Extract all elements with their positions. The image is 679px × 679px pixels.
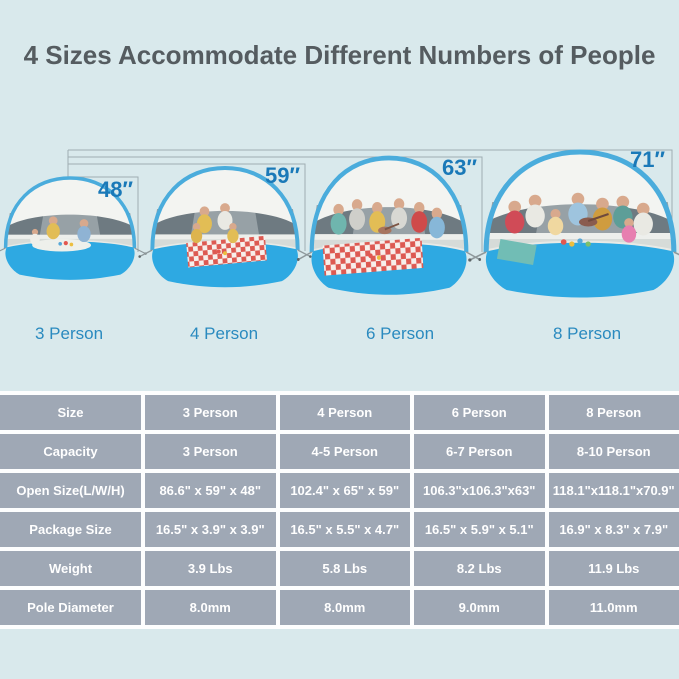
spec-cell: 3 Person [145, 434, 276, 469]
dimension-line-59 [68, 163, 306, 251]
height-label-48: 48″ [98, 177, 133, 202]
spec-row-header: Weight [0, 551, 141, 586]
spec-cell: 6 Person [414, 395, 545, 430]
spec-row-header: Pole Diameter [0, 590, 141, 625]
people-illustration [186, 203, 267, 268]
spec-cell: 8.2 Lbs [414, 551, 545, 586]
spec-cell: 8 Person [548, 395, 679, 430]
spec-cell: 11.9 Lbs [548, 551, 679, 586]
size-comparison-illustration: 48″ 59″ 63″ 71″ [0, 147, 679, 299]
spec-table: Size 3 Person 4 Person 6 Person 8 Person… [0, 391, 679, 629]
spec-cell: 6-7 Person [414, 434, 545, 469]
spec-cell: 106.3"x106.3"x63" [414, 473, 545, 508]
person-label-4: 4 Person [189, 324, 259, 343]
picnic-blanket [322, 237, 424, 276]
spec-cell: 4 Person [279, 395, 410, 430]
tent-4-person [138, 168, 311, 289]
spec-row-header: Capacity [0, 434, 141, 469]
spec-cell: 4-5 Person [279, 434, 410, 469]
tent-6-person [297, 158, 481, 296]
spec-cell: 16.5" x 5.5" x 4.7" [279, 512, 410, 547]
person-label-6: 6 Person [365, 324, 435, 343]
dimension-line-48 [68, 176, 139, 252]
dimension-line-63 [68, 156, 483, 252]
person-label-8: 8 Person [552, 324, 622, 343]
spec-cell: 8-10 Person [548, 434, 679, 469]
height-label-59: 59″ [265, 163, 300, 188]
spec-cell: 5.8 Lbs [279, 551, 410, 586]
height-label-63: 63″ [442, 155, 477, 180]
spec-cell: 8.0mm [145, 590, 276, 625]
spec-cell: 8.0mm [279, 590, 410, 625]
tent-3-person [0, 176, 149, 281]
page-title: 4 Sizes Accommodate Different Numbers of… [23, 40, 656, 70]
spec-cell: 102.4" x 65" x 59" [279, 473, 410, 508]
spec-cell: 16.9" x 8.3" x 7.9" [548, 512, 679, 547]
spec-cell: 16.5" x 3.9" x 3.9" [145, 512, 276, 547]
spec-cell: 11.0mm [548, 590, 679, 625]
spec-row-header: Open Size(L/W/H) [0, 473, 141, 508]
spec-row-header: Package Size [0, 512, 141, 547]
spec-cell: 16.5" x 5.9" x 5.1" [414, 512, 545, 547]
spec-row-header: Size [0, 395, 141, 430]
picnic-blanket [186, 235, 267, 268]
spec-cell: 9.0mm [414, 590, 545, 625]
people-illustration [322, 198, 445, 276]
spec-cell: 86.6" x 59" x 48" [145, 473, 276, 508]
tent-8-person [468, 152, 679, 299]
people-illustration [496, 192, 653, 265]
spec-cell: 3.9 Lbs [145, 551, 276, 586]
height-label-71: 71″ [630, 147, 665, 172]
people-illustration [30, 216, 91, 252]
beach-towel [496, 239, 537, 265]
spec-cell: 3 Person [145, 395, 276, 430]
person-label-3: 3 Person [34, 324, 104, 343]
spec-cell: 118.1"x118.1"x70.9" [548, 473, 679, 508]
